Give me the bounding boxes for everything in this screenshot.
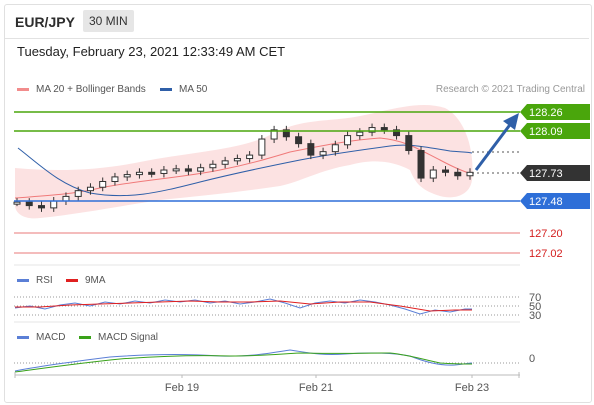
macd-signal-line <box>14 352 473 373</box>
legend-macd: MACD <box>17 332 65 343</box>
resistance-2-value: 128.26 <box>529 107 563 119</box>
candle-body <box>246 154 254 160</box>
forecast-arrow-icon <box>503 113 519 130</box>
candle-body <box>307 143 315 156</box>
candle-body <box>356 131 364 137</box>
candle-body <box>184 168 192 172</box>
candle-body <box>442 169 450 173</box>
candle-body <box>368 127 376 133</box>
resistance-1-value: 128.09 <box>529 126 563 138</box>
ma50-swatch-icon <box>160 88 172 91</box>
candle-body <box>405 135 413 152</box>
timeframe-button[interactable]: 30 MIN <box>83 10 134 32</box>
candle-body <box>295 136 303 145</box>
rsi-line <box>14 298 472 315</box>
legend-rsi: RSI <box>17 275 53 286</box>
candle-body <box>148 171 156 175</box>
last-price-value: 127.73 <box>529 168 563 180</box>
macd-swatch-icon <box>17 336 29 339</box>
legend-macd-label: MACD <box>36 332 66 343</box>
legend-ma20-bollinger: MA 20 + Bollinger Bands <box>17 84 146 95</box>
candle-body <box>331 144 339 153</box>
legend-macd-signal-label: MACD Signal <box>98 332 159 343</box>
candle-body <box>454 171 462 177</box>
candle-body <box>99 180 107 188</box>
legend-rsi-label: RSI <box>36 275 53 286</box>
forecast-arrow-line <box>474 121 514 171</box>
candle-body <box>86 186 94 192</box>
price-candles <box>13 123 474 212</box>
candle-body <box>221 160 229 165</box>
legend-rsi-9ma: 9MA <box>66 275 106 286</box>
candle-body <box>50 200 58 209</box>
last-price-tag <box>520 165 590 181</box>
candle-body <box>417 150 425 179</box>
candle-body <box>74 190 82 197</box>
x-label-feb23: Feb 23 <box>455 382 489 394</box>
support-2-value: 127.20 <box>529 228 563 240</box>
candle-body <box>197 167 205 172</box>
candle-body <box>466 171 474 177</box>
chart-datetime: Tuesday, February 23, 2021 12:33:49 AM C… <box>17 44 286 59</box>
candle-body <box>13 201 21 205</box>
legend-ma50: MA 50 <box>160 84 207 95</box>
candle-body <box>380 127 388 131</box>
ma20-line <box>14 137 473 199</box>
candle-body <box>270 129 278 140</box>
candle-body <box>393 129 401 137</box>
candle-body <box>344 135 352 146</box>
legend-ma20-label: MA 20 + Bollinger Bands <box>36 84 146 95</box>
symbol-label: EUR/JPY <box>15 14 75 30</box>
rsi-tick-70: 70 <box>529 292 541 304</box>
macd-tick-zero: 0 <box>529 353 535 365</box>
candle-body <box>111 176 119 182</box>
support-1-tag <box>520 193 590 209</box>
candle-body <box>172 168 180 172</box>
resistance-2-tag <box>520 104 590 120</box>
ma20-swatch-icon <box>17 88 29 91</box>
candle-body <box>135 171 143 176</box>
legend-ma50-label: MA 50 <box>179 84 208 95</box>
support-1-value: 127.48 <box>529 196 563 208</box>
candle-body <box>123 174 131 178</box>
candle-body <box>233 158 241 162</box>
support-3-value: 127.02 <box>529 248 563 260</box>
x-label-feb21: Feb 21 <box>299 382 333 394</box>
candle-body <box>319 151 327 156</box>
legend-macd-signal: MACD Signal <box>79 332 158 343</box>
candle-body <box>282 129 290 138</box>
rsi-tick-50: 50 <box>529 301 541 313</box>
rsi-swatch-icon <box>17 279 29 282</box>
chart-header: EUR/JPY 30 MIN <box>5 5 589 39</box>
candle-body <box>160 169 168 174</box>
rsi-tick-30: 30 <box>529 310 541 322</box>
macd-signal-swatch-icon <box>79 336 91 339</box>
x-label-feb19: Feb 19 <box>165 382 199 394</box>
rsi9ma-swatch-icon <box>66 279 78 282</box>
credit-text: Research © 2021 Trading Central <box>435 84 585 95</box>
candle-body <box>429 169 437 179</box>
resistance-1-tag <box>520 123 590 139</box>
rsi-9ma-line <box>15 300 472 312</box>
candle-body <box>37 205 45 209</box>
macd-line <box>14 349 473 372</box>
candle-body <box>25 201 33 207</box>
candle-body <box>258 138 266 156</box>
legend-9ma-label: 9MA <box>85 275 106 286</box>
candle-body <box>209 163 217 169</box>
